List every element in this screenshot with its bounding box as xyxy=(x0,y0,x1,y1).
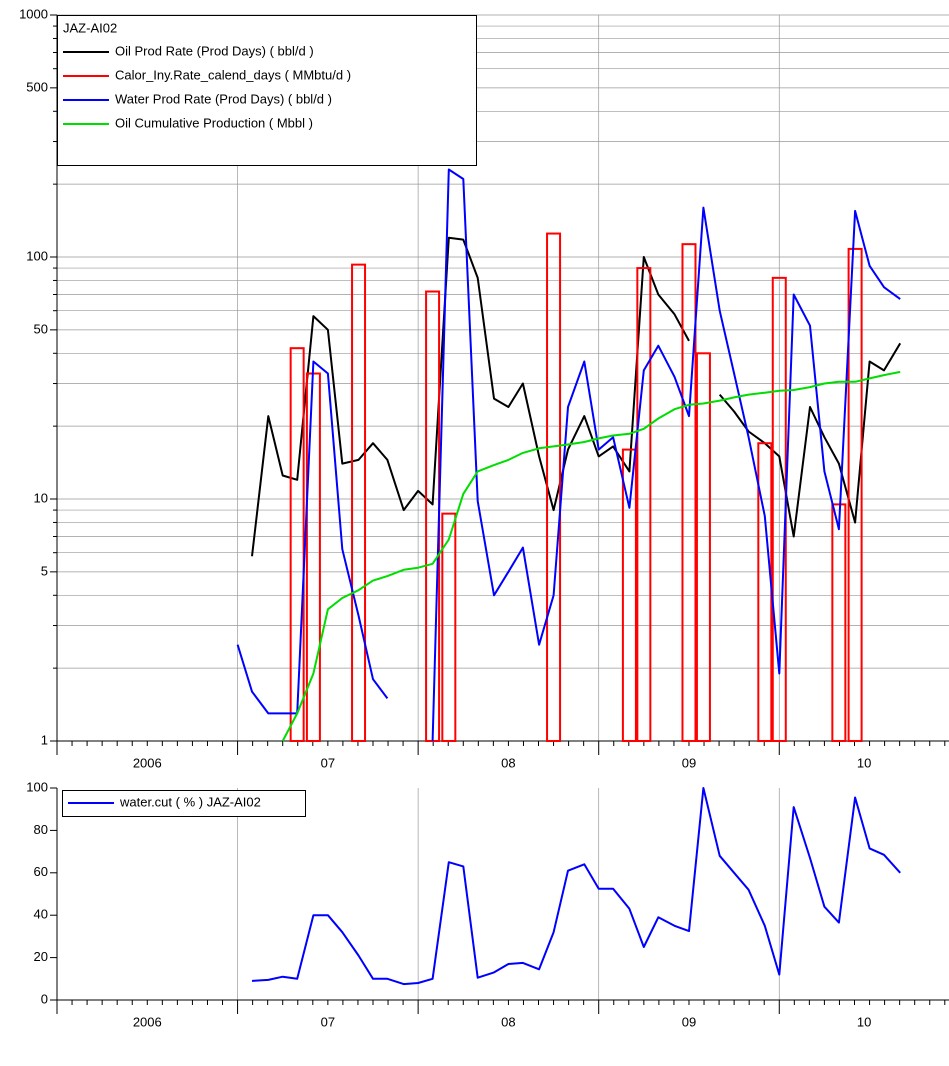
x-tick-label: 10 xyxy=(857,755,871,770)
series-line xyxy=(281,370,901,742)
x-tick-label: 07 xyxy=(321,1014,335,1029)
y-tick-label: 100 xyxy=(26,248,48,263)
legend-label: Water Prod Rate (Prod Days) ( bbl/d ) xyxy=(115,91,332,106)
y-tick-label: 5 xyxy=(41,563,48,578)
legend-label: water.cut ( % ) JAZ-AI02 xyxy=(119,794,261,809)
y-tick-label: 1000 xyxy=(19,6,48,21)
legend-label: Oil Prod Rate (Prod Days) ( bbl/d ) xyxy=(115,43,314,58)
y-tick-label: 50 xyxy=(34,321,48,336)
bar xyxy=(847,247,863,743)
x-tick-label: 08 xyxy=(501,1014,515,1029)
bar xyxy=(289,347,305,742)
y-tick-label: 60 xyxy=(34,864,48,879)
y-tick-label: 80 xyxy=(34,822,48,837)
x-tick-label: 08 xyxy=(501,755,515,770)
legend-title: JAZ-AI02 xyxy=(63,20,117,35)
bar xyxy=(621,448,637,742)
y-tick-label: 40 xyxy=(34,907,48,922)
x-tick-label: 09 xyxy=(682,1014,696,1029)
legend-label: Calor_Iny.Rate_calend_days ( MMbtu/d ) xyxy=(115,67,351,82)
bar xyxy=(636,267,652,742)
legend-label: Oil Cumulative Production ( Mbbl ) xyxy=(115,115,313,130)
series-line xyxy=(236,168,901,742)
bar xyxy=(681,243,697,742)
legend-box xyxy=(57,15,477,166)
y-tick-label: 10 xyxy=(34,490,48,505)
bar xyxy=(546,232,562,742)
bar xyxy=(351,263,367,742)
y-tick-label: 1 xyxy=(41,732,48,747)
series-line xyxy=(251,787,901,986)
bar xyxy=(831,503,847,743)
x-tick-label: 2006 xyxy=(133,1014,162,1029)
y-tick-label: 0 xyxy=(41,991,48,1006)
x-tick-label: 2006 xyxy=(133,755,162,770)
x-tick-label: 07 xyxy=(321,755,335,770)
x-tick-label: 10 xyxy=(857,1014,871,1029)
y-tick-label: 20 xyxy=(34,949,48,964)
y-tick-label: 500 xyxy=(26,79,48,94)
y-tick-label: 100 xyxy=(26,779,48,794)
x-tick-label: 09 xyxy=(682,755,696,770)
bar xyxy=(441,512,457,743)
bar xyxy=(695,352,711,742)
